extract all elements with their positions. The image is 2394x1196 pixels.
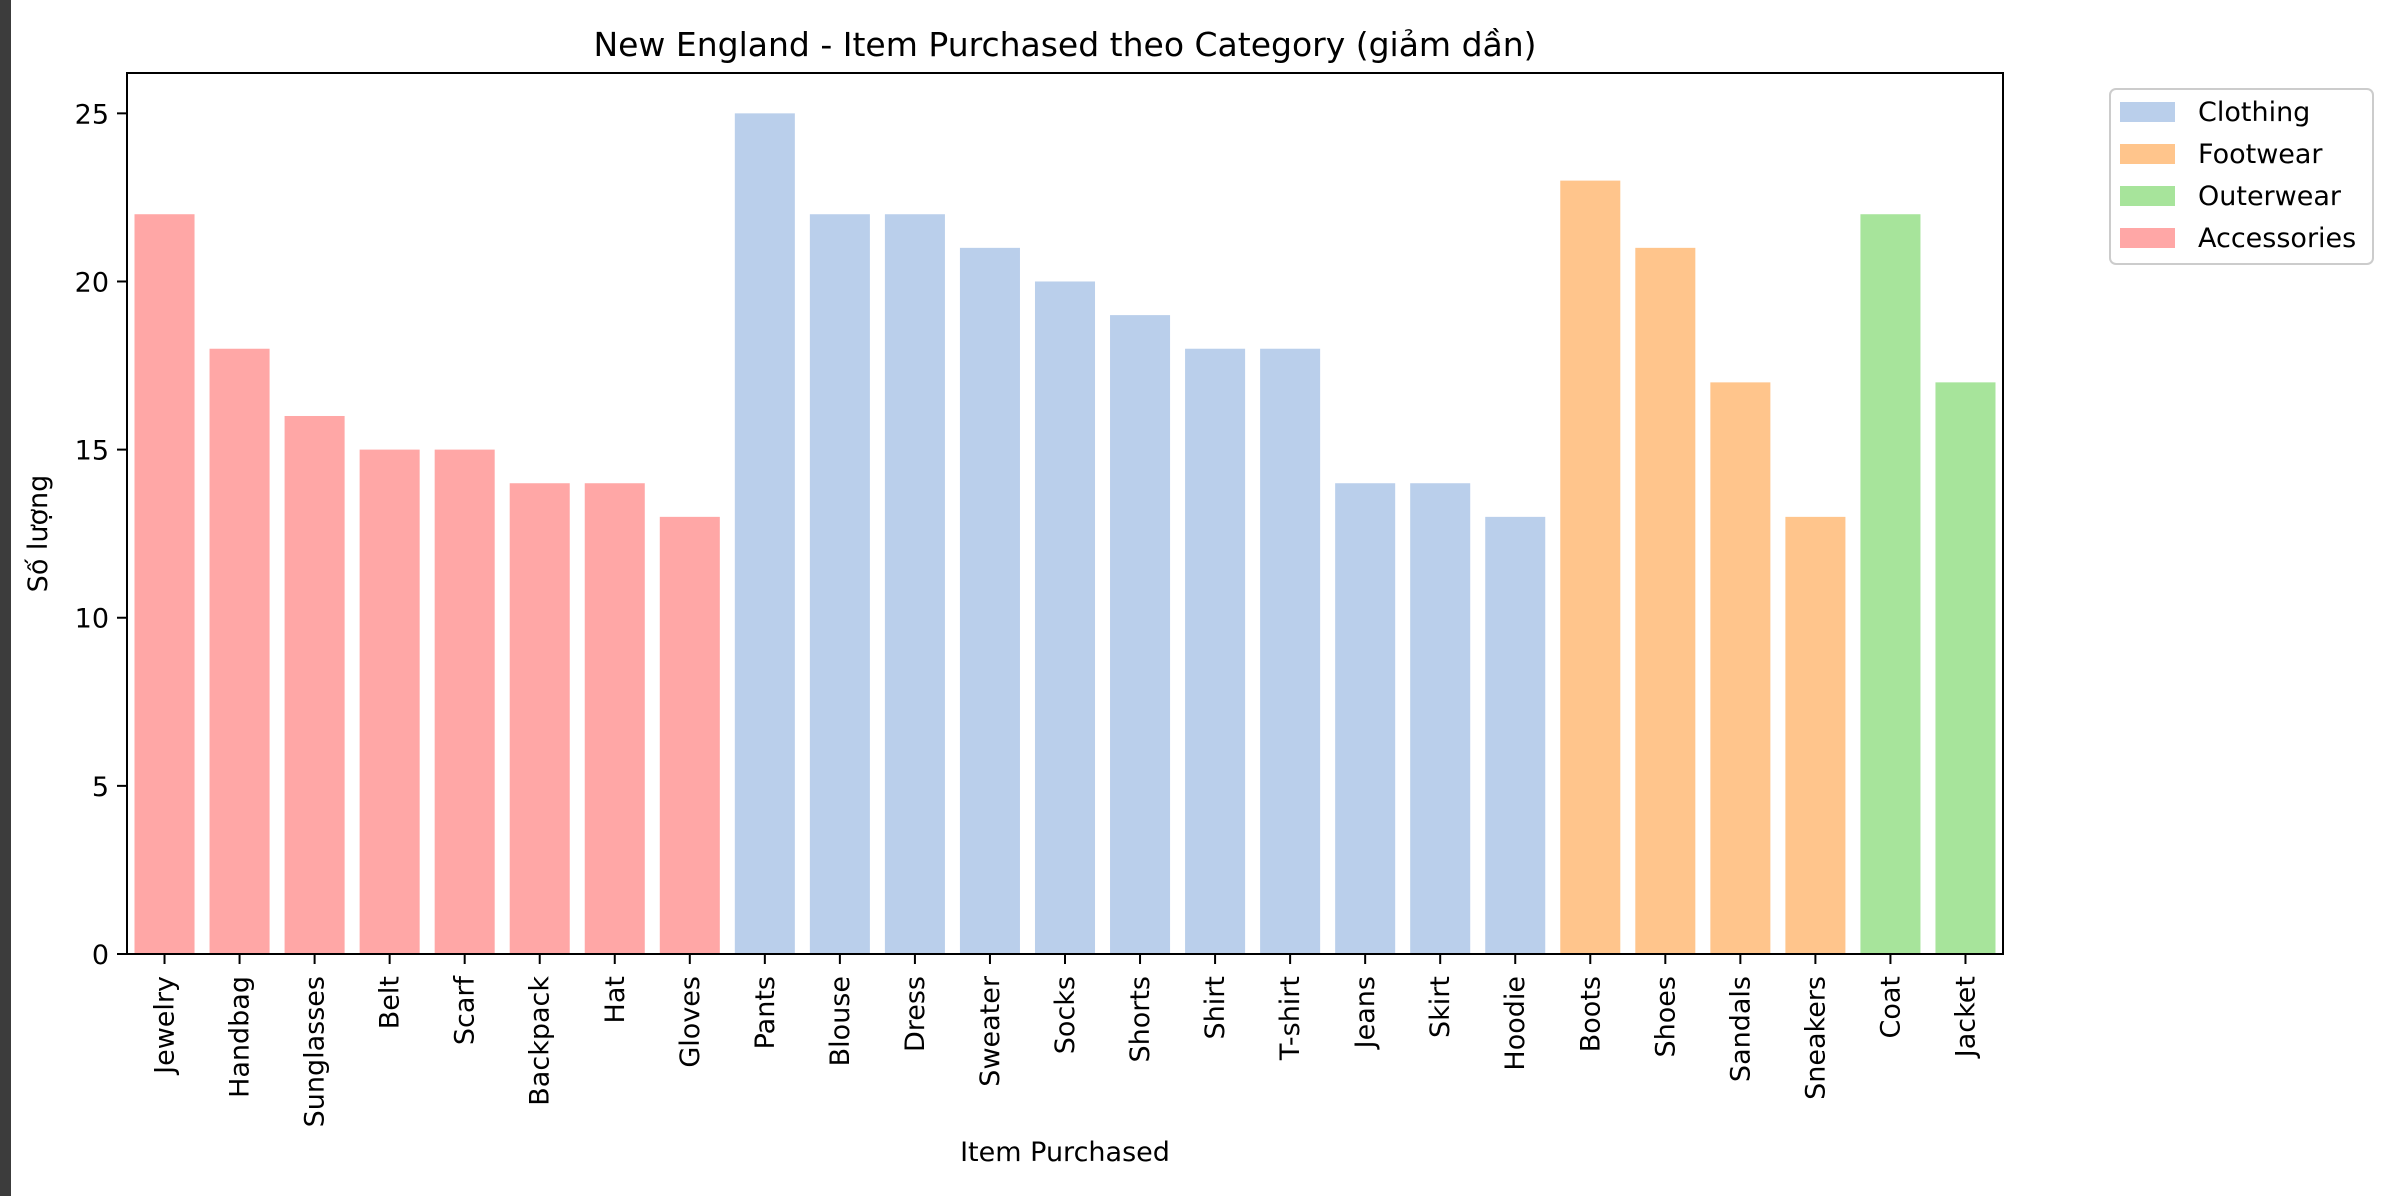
x-tick-label: Handbag xyxy=(225,976,256,1098)
bar-handbag xyxy=(209,348,270,955)
legend-swatch xyxy=(2120,228,2175,248)
y-tick-label: 0 xyxy=(92,940,109,971)
bar-sweater xyxy=(959,247,1020,954)
y-tick-label: 20 xyxy=(75,267,109,298)
y-axis: 0 5 10 15 20 25 xyxy=(75,99,127,971)
bar-sandals xyxy=(1710,382,1771,954)
x-tick-label: Shoes xyxy=(1650,976,1681,1057)
bar-gloves xyxy=(659,516,720,954)
bar-belt xyxy=(359,449,420,954)
x-tick-label: Sweater xyxy=(975,975,1006,1087)
x-tick-label: Jewelry xyxy=(150,976,181,1076)
legend-label: Clothing xyxy=(2198,97,2310,128)
window-edge xyxy=(0,0,11,1196)
x-tick-label: Hoodie xyxy=(1500,976,1531,1071)
bar-jacket xyxy=(1935,382,1996,954)
legend-swatch xyxy=(2120,144,2175,164)
legend-swatch xyxy=(2120,102,2175,122)
x-tick-label: Sneakers xyxy=(1800,976,1831,1100)
x-tick-label: Dress xyxy=(900,976,931,1052)
y-tick-label: 10 xyxy=(75,604,109,635)
bar-jewelry xyxy=(134,214,195,954)
x-tick-label: Blouse xyxy=(825,976,856,1066)
x-tick-label: Belt xyxy=(375,976,406,1029)
bar-pants xyxy=(734,113,795,955)
x-tick-label: Shirt xyxy=(1200,976,1231,1039)
plot-frame xyxy=(126,72,2004,955)
bar-scarf xyxy=(434,449,495,954)
bar-jeans xyxy=(1335,483,1396,954)
x-tick-label: Hat xyxy=(600,976,631,1023)
x-axis-label: Item Purchased xyxy=(960,1137,1170,1168)
x-tick-label: Pants xyxy=(750,976,781,1049)
y-tick-label: 15 xyxy=(75,436,109,467)
x-axis: Jewelry Handbag Sunglasses Belt Scarf Backpac… xyxy=(150,954,1981,1127)
x-tick-label: Scarf xyxy=(450,975,481,1046)
bar-coat xyxy=(1860,214,1921,954)
x-tick-label: Gloves xyxy=(675,976,706,1068)
chart-title: New England - Item Purchased theo Catego… xyxy=(593,25,1536,64)
legend-label: Outerwear xyxy=(2198,181,2342,212)
bar-shoes xyxy=(1635,247,1696,954)
x-tick-label: Jeans xyxy=(1350,976,1381,1050)
legend: Clothing Footwear Outerwear Accessories xyxy=(2109,88,2374,265)
bar-t-shirt xyxy=(1260,348,1321,955)
legend-box xyxy=(2109,88,2374,265)
y-axis-label: Số lượng xyxy=(23,475,54,593)
bar-skirt xyxy=(1410,483,1471,954)
legend-label: Accessories xyxy=(2198,223,2356,254)
bar-blouse xyxy=(809,214,870,954)
legend-label: Footwear xyxy=(2198,139,2323,170)
bar-hat xyxy=(584,483,645,954)
bar-backpack xyxy=(509,483,570,954)
x-tick-label: T-shirt xyxy=(1275,976,1306,1061)
bar-dress xyxy=(884,214,945,954)
bars xyxy=(134,113,1996,955)
x-tick-label: Sunglasses xyxy=(300,976,331,1127)
bar-sunglasses xyxy=(284,415,345,954)
y-tick-label: 5 xyxy=(92,772,109,803)
bar-boots xyxy=(1560,180,1621,955)
bar-sneakers xyxy=(1785,516,1846,954)
x-tick-label: Backpack xyxy=(525,976,556,1106)
x-tick-label: Shorts xyxy=(1125,976,1156,1063)
x-tick-label: Skirt xyxy=(1425,976,1456,1038)
bar-shirt xyxy=(1185,348,1246,955)
x-tick-label: Boots xyxy=(1575,976,1606,1052)
y-tick-label: 25 xyxy=(75,99,109,130)
x-tick-label: Socks xyxy=(1050,976,1081,1054)
bar-hoodie xyxy=(1485,516,1546,954)
x-tick-label: Coat xyxy=(1875,976,1906,1039)
x-tick-label: Jacket xyxy=(1950,976,1981,1059)
bar-socks xyxy=(1034,281,1096,954)
legend-swatch xyxy=(2120,186,2175,206)
bar-shorts xyxy=(1110,315,1171,954)
x-tick-label: Sandals xyxy=(1725,976,1756,1082)
